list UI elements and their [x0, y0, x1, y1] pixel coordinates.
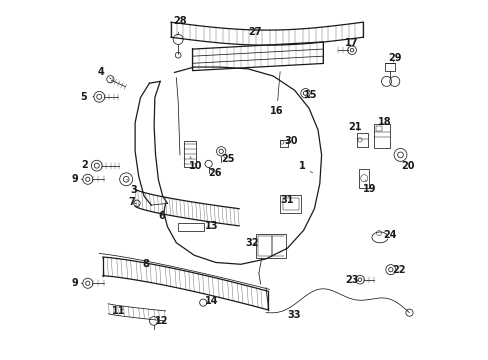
- Text: 23: 23: [345, 275, 358, 285]
- Text: 13: 13: [204, 221, 218, 231]
- Text: 12: 12: [155, 316, 168, 325]
- Bar: [258, 236, 272, 256]
- Text: 8: 8: [142, 259, 149, 269]
- Text: 25: 25: [221, 154, 235, 164]
- Text: 16: 16: [269, 72, 283, 116]
- Text: 17: 17: [345, 38, 358, 48]
- Text: 33: 33: [286, 310, 300, 320]
- Bar: [282, 198, 298, 211]
- Bar: [255, 234, 285, 258]
- Bar: [357, 134, 367, 147]
- Bar: [178, 223, 203, 231]
- Text: 26: 26: [208, 168, 222, 178]
- Text: 1: 1: [298, 161, 312, 173]
- Text: 30: 30: [284, 136, 297, 146]
- Bar: [280, 140, 287, 147]
- Text: 32: 32: [244, 238, 258, 248]
- Text: 29: 29: [387, 53, 401, 63]
- Text: 3: 3: [126, 179, 137, 195]
- Text: 27: 27: [248, 27, 262, 37]
- Text: 5: 5: [81, 92, 94, 102]
- Text: 18: 18: [378, 117, 391, 127]
- Text: 9: 9: [72, 278, 82, 288]
- Bar: [183, 140, 196, 167]
- Text: 4: 4: [98, 67, 111, 79]
- Text: 24: 24: [382, 230, 396, 239]
- Text: 19: 19: [362, 180, 375, 194]
- Bar: [373, 125, 389, 148]
- Text: 20: 20: [400, 161, 413, 171]
- Text: 22: 22: [391, 265, 405, 275]
- Bar: [384, 63, 394, 71]
- Text: 7: 7: [128, 197, 136, 207]
- Text: 9: 9: [72, 174, 82, 184]
- Bar: [359, 169, 368, 188]
- Text: 2: 2: [81, 160, 91, 170]
- Text: 11: 11: [111, 306, 125, 316]
- Text: 14: 14: [204, 296, 218, 306]
- Bar: [376, 126, 382, 131]
- Text: 31: 31: [280, 195, 293, 205]
- Bar: [280, 195, 301, 213]
- Text: 21: 21: [347, 122, 361, 132]
- Text: 28: 28: [173, 17, 186, 35]
- Text: 10: 10: [189, 157, 203, 171]
- Text: 6: 6: [158, 211, 164, 221]
- Text: 15: 15: [304, 90, 317, 100]
